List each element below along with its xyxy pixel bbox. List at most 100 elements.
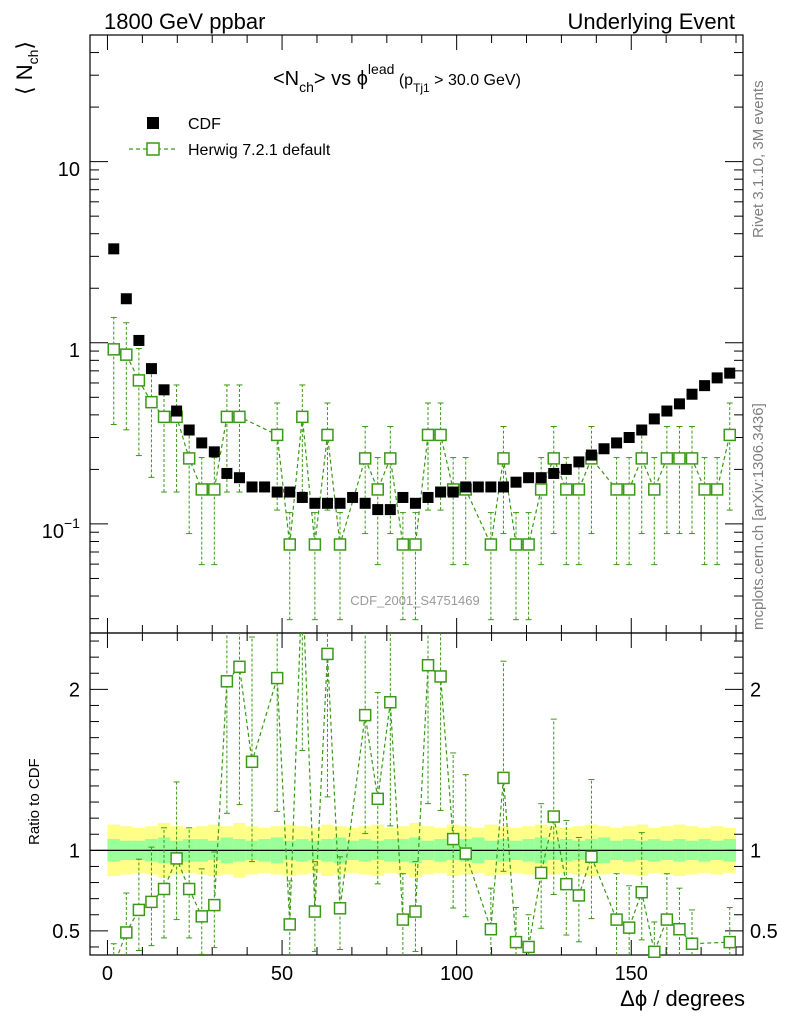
herwig-point bbox=[685, 452, 699, 465]
ratio-point bbox=[145, 895, 158, 909]
svg-text:⟨ Nch⟩: ⟨ Nch⟩ bbox=[12, 41, 41, 95]
ratio-point bbox=[421, 658, 435, 672]
cdf-point bbox=[158, 384, 170, 396]
ratio-point bbox=[132, 903, 146, 917]
legend-herwig-marker bbox=[146, 142, 160, 156]
xtick-label: 150 bbox=[615, 963, 648, 985]
ytick-label-1: 1 bbox=[69, 340, 80, 362]
herwig-point bbox=[157, 410, 171, 424]
ratio-uncertainty-bands bbox=[90, 822, 743, 878]
cdf-point bbox=[284, 486, 296, 498]
ratio-point bbox=[358, 708, 372, 722]
cdf-point bbox=[171, 405, 183, 417]
ratio-point bbox=[446, 832, 460, 846]
plot-title: <Nch> vs ϕlead (pTj1 > 30.0 GeV) bbox=[273, 61, 521, 95]
cdf-point bbox=[648, 413, 660, 425]
xtick-label: 50 bbox=[271, 963, 293, 985]
herwig-point bbox=[635, 452, 648, 465]
cdf-point bbox=[611, 437, 623, 449]
ytick-label-10: 10 bbox=[58, 159, 80, 181]
herwig-point bbox=[421, 428, 435, 442]
ratio-point bbox=[182, 882, 196, 896]
mcplots-text: mcplots.cern.ch [arXiv:1306.3436] bbox=[750, 403, 767, 630]
cdf-point bbox=[120, 293, 132, 305]
ratio-point bbox=[170, 852, 183, 865]
cdf-point bbox=[208, 446, 220, 458]
upper-panel: 10 1 10 −1 ⟨ Nch⟩ <Nch> vs ϕlead (pTj1 >… bbox=[12, 34, 744, 634]
lower-ytick-label-left: 0.5 bbox=[52, 921, 80, 943]
ratio-point bbox=[157, 882, 171, 896]
herwig-point bbox=[371, 483, 384, 496]
cdf-point bbox=[334, 497, 346, 509]
herwig-point bbox=[233, 410, 246, 424]
ratio-point bbox=[572, 889, 586, 902]
plot-title-sup: lead bbox=[368, 61, 394, 77]
herwig-point bbox=[723, 428, 736, 442]
ratio-point bbox=[547, 810, 560, 823]
ratio-point bbox=[434, 670, 447, 683]
ratio-point bbox=[409, 905, 422, 918]
herwig-point bbox=[296, 410, 309, 424]
herwig-point bbox=[547, 452, 560, 465]
herwig-point bbox=[409, 538, 422, 551]
xtick-label: 0 bbox=[102, 963, 113, 985]
ratio-point bbox=[497, 771, 510, 785]
ratio-point bbox=[534, 866, 548, 880]
ratio-point bbox=[208, 898, 221, 912]
plot-title-main: <N bbox=[273, 68, 299, 90]
herwig-point bbox=[208, 483, 221, 496]
herwig-point bbox=[698, 483, 711, 496]
herwig-point bbox=[572, 483, 586, 496]
ratio-point bbox=[509, 935, 523, 949]
herwig-point bbox=[107, 343, 120, 356]
ratio-point bbox=[245, 755, 259, 769]
ratio-point bbox=[673, 922, 686, 936]
herwig-point bbox=[145, 395, 158, 409]
cdf-point bbox=[183, 424, 195, 436]
upper-ylabel: ⟨ Nch⟩ bbox=[12, 41, 41, 95]
cdf-point bbox=[510, 476, 522, 488]
plot-title-sub1: ch bbox=[299, 79, 314, 95]
herwig-point bbox=[132, 374, 146, 387]
ratio-point bbox=[270, 671, 284, 685]
cdf-point bbox=[472, 481, 484, 493]
herwig-point bbox=[220, 410, 234, 424]
cdf-point bbox=[585, 449, 597, 461]
herwig-point bbox=[120, 348, 133, 361]
rivet-version-text: Rivet 3.1.10, 3M events bbox=[750, 80, 767, 238]
ratio-point bbox=[308, 905, 322, 918]
ratio-point bbox=[195, 910, 208, 923]
herwig-point bbox=[673, 452, 686, 465]
herwig-point bbox=[710, 483, 724, 496]
cdf-point bbox=[485, 481, 497, 493]
herwig-point bbox=[333, 538, 347, 551]
lower-ytick-label-right: 1 bbox=[750, 840, 761, 862]
cdf-point bbox=[145, 363, 157, 375]
ytick-label-0p1-base: 10 bbox=[42, 521, 64, 543]
cdf-point bbox=[108, 243, 120, 255]
cdf-point bbox=[686, 388, 698, 400]
cdf-point bbox=[309, 497, 321, 509]
ratio-point bbox=[660, 913, 674, 926]
cdf-point bbox=[460, 481, 472, 493]
cdf-point bbox=[711, 372, 723, 384]
lower-axis-ticks: 0.5 0.5 1 1 2 2 0 50 100 150 bbox=[52, 633, 778, 985]
cdf-point bbox=[560, 463, 572, 475]
cdf-point bbox=[435, 486, 447, 498]
herwig-point bbox=[660, 452, 674, 465]
herwig-point bbox=[610, 483, 623, 496]
ylabel-main: ⟨ N bbox=[12, 64, 37, 95]
plot-title-paren-close: > 30.0 GeV) bbox=[430, 72, 521, 89]
ylabel-sub: ch bbox=[25, 50, 41, 65]
ratio-point bbox=[459, 847, 472, 860]
herwig-point bbox=[497, 452, 510, 465]
herwig-point bbox=[522, 538, 535, 551]
herwig-point bbox=[434, 428, 447, 442]
plot-title-main2: > vs ϕ bbox=[314, 68, 368, 90]
herwig-point bbox=[321, 428, 334, 442]
header-left: 1800 GeV ppbar bbox=[104, 9, 265, 34]
ratio-point bbox=[648, 945, 661, 959]
cdf-point bbox=[233, 472, 245, 484]
ratio-point bbox=[233, 660, 246, 674]
